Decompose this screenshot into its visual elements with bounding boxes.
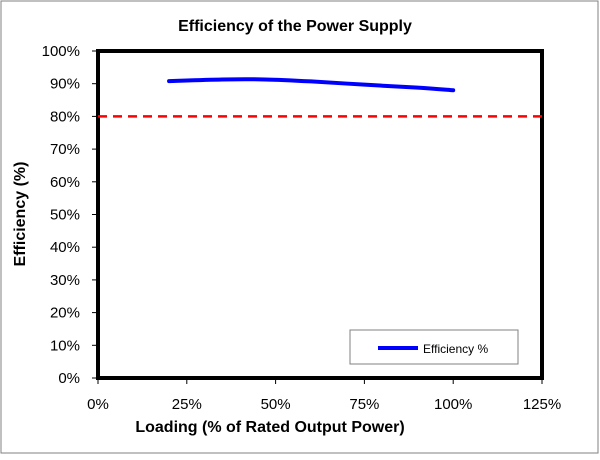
x-tick-label: 125% [523, 396, 561, 413]
y-axis-ticks: 0% 10% 20% 30% 40% 50% 60% 70% 80% 90% 100% [42, 43, 98, 387]
y-tick-label: 40% [50, 239, 80, 256]
plot-area [96, 49, 544, 380]
legend-label-efficiency: Efficiency % [423, 342, 488, 356]
y-tick-label: 10% [50, 337, 80, 354]
y-tick-label: 0% [58, 370, 80, 387]
x-tick-label: 0% [87, 396, 109, 413]
series-line-efficiency [167, 77, 456, 93]
y-tick-label: 70% [50, 141, 80, 158]
x-axis-label: Loading (% of Rated Output Power) [135, 419, 404, 436]
chart-title: Efficiency of the Power Supply [178, 18, 412, 35]
y-axis-label: Efficiency (%) [12, 162, 29, 267]
x-axis-ticks: 0% 25% 50% 75% 100% 125% [87, 378, 561, 413]
y-tick-label: 90% [50, 76, 80, 93]
x-tick-label: 50% [261, 396, 291, 413]
legend: Efficiency % [349, 329, 519, 365]
x-tick-label: 25% [172, 396, 202, 413]
y-tick-label: 80% [50, 108, 80, 125]
x-tick-label: 75% [349, 396, 379, 413]
y-tick-label: 60% [50, 174, 80, 191]
y-tick-label: 30% [50, 272, 80, 289]
x-tick-label: 100% [434, 396, 472, 413]
y-tick-label: 50% [50, 207, 80, 224]
y-tick-label: 100% [42, 43, 80, 60]
y-tick-label: 20% [50, 305, 80, 322]
